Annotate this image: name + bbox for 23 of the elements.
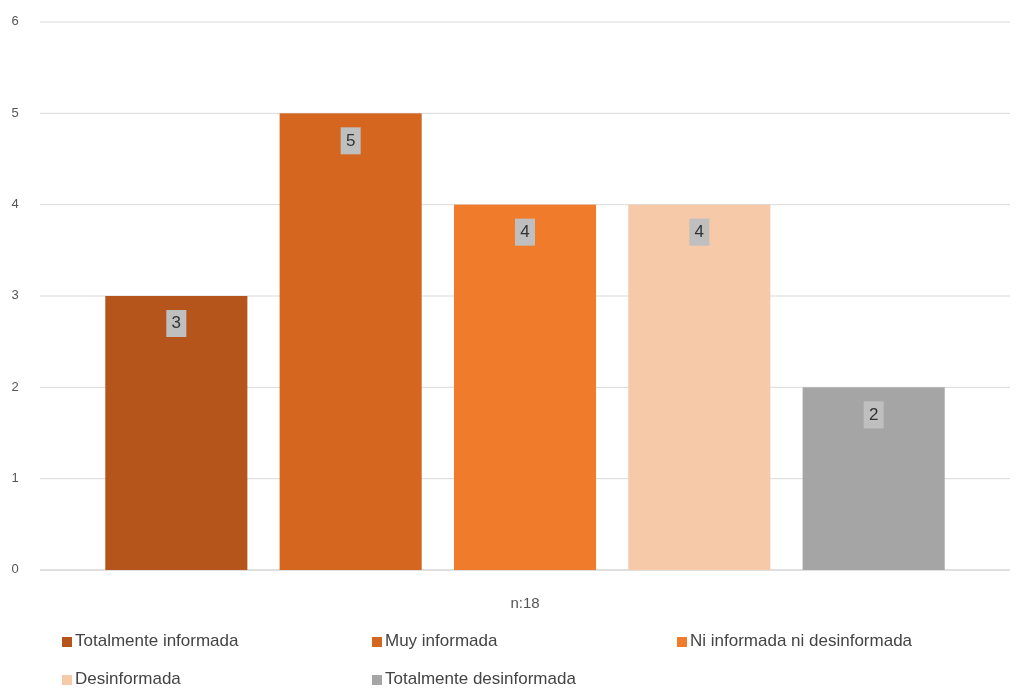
legend-label: Totalmente informada — [75, 631, 240, 651]
data-label: 4 — [520, 222, 530, 242]
y-tick-label: 0 — [11, 561, 19, 577]
data-label: 4 — [694, 222, 705, 242]
bar — [628, 204, 771, 570]
x-tick-label: n:18 — [510, 594, 540, 611]
y-tick-label: 4 — [11, 196, 19, 212]
legend-label: Ni informada ni desinformada — [690, 631, 913, 651]
bar — [453, 204, 597, 570]
legend-label: Desinformada — [75, 669, 182, 688]
y-tick-label: 5 — [11, 104, 19, 120]
data-label: 3 — [171, 313, 182, 333]
y-tick-label: 2 — [11, 378, 19, 394]
bar — [279, 113, 422, 570]
y-tick-label: 1 — [11, 470, 19, 486]
data-label: 5 — [345, 130, 356, 150]
legend-label: Totalmente desinformada — [385, 669, 577, 688]
y-tick-label: 3 — [11, 287, 19, 303]
bar — [105, 296, 248, 570]
data-label: 2 — [868, 404, 879, 424]
y-tick-label: 6 — [11, 13, 19, 29]
bar — [802, 387, 945, 570]
legend-label: Muy informada — [385, 631, 498, 651]
